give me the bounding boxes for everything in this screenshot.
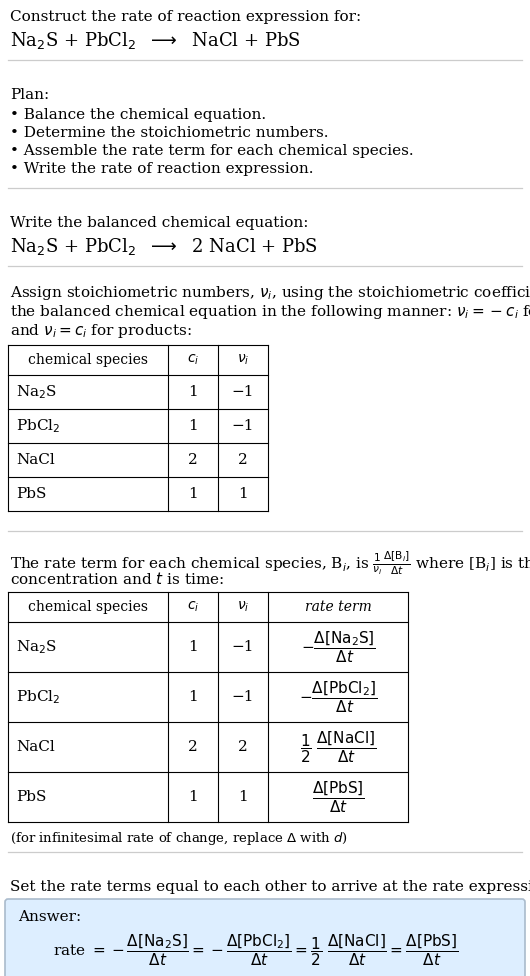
Text: 1: 1 bbox=[188, 640, 198, 654]
Text: rate term: rate term bbox=[305, 600, 372, 614]
Text: • Assemble the rate term for each chemical species.: • Assemble the rate term for each chemic… bbox=[10, 144, 413, 158]
Text: Na$_2$S: Na$_2$S bbox=[16, 638, 57, 656]
Text: 2: 2 bbox=[188, 740, 198, 754]
Text: Set the rate terms equal to each other to arrive at the rate expression:: Set the rate terms equal to each other t… bbox=[10, 880, 530, 894]
Text: $-\dfrac{\Delta[\mathrm{Na_2S}]}{\Delta t}$: $-\dfrac{\Delta[\mathrm{Na_2S}]}{\Delta … bbox=[301, 630, 375, 665]
Text: chemical species: chemical species bbox=[28, 353, 148, 367]
Text: −1: −1 bbox=[232, 640, 254, 654]
Text: 1: 1 bbox=[188, 419, 198, 433]
Text: Write the balanced chemical equation:: Write the balanced chemical equation: bbox=[10, 216, 308, 230]
Text: chemical species: chemical species bbox=[28, 600, 148, 614]
Text: • Determine the stoichiometric numbers.: • Determine the stoichiometric numbers. bbox=[10, 126, 329, 140]
Text: • Write the rate of reaction expression.: • Write the rate of reaction expression. bbox=[10, 162, 314, 176]
Text: Answer:: Answer: bbox=[18, 910, 81, 924]
Text: Na$_2$S + PbCl$_2$  $\longrightarrow$  2 NaCl + PbS: Na$_2$S + PbCl$_2$ $\longrightarrow$ 2 N… bbox=[10, 236, 318, 257]
Text: Plan:: Plan: bbox=[10, 88, 49, 102]
Text: PbCl$_2$: PbCl$_2$ bbox=[16, 417, 60, 435]
Text: (for infinitesimal rate of change, replace $\Delta$ with $d$): (for infinitesimal rate of change, repla… bbox=[10, 830, 348, 847]
Text: 1: 1 bbox=[188, 487, 198, 501]
Text: −1: −1 bbox=[232, 419, 254, 433]
Text: 2: 2 bbox=[238, 740, 248, 754]
Text: $\dfrac{1}{2}\ \dfrac{\Delta[\mathrm{NaCl}]}{\Delta t}$: $\dfrac{1}{2}\ \dfrac{\Delta[\mathrm{NaC… bbox=[300, 729, 376, 765]
Text: −1: −1 bbox=[232, 690, 254, 704]
Text: The rate term for each chemical species, B$_i$, is $\frac{1}{\nu_i}\frac{\Delta[: The rate term for each chemical species,… bbox=[10, 549, 530, 577]
Text: Na$_2$S: Na$_2$S bbox=[16, 384, 57, 401]
Text: 1: 1 bbox=[238, 790, 248, 804]
Text: 1: 1 bbox=[188, 790, 198, 804]
Text: 1: 1 bbox=[188, 385, 198, 399]
Text: 2: 2 bbox=[188, 453, 198, 467]
Text: $-\dfrac{\Delta[\mathrm{PbCl_2}]}{\Delta t}$: $-\dfrac{\Delta[\mathrm{PbCl_2}]}{\Delta… bbox=[299, 679, 377, 714]
Text: PbCl$_2$: PbCl$_2$ bbox=[16, 688, 60, 706]
Text: $\dfrac{\Delta[\mathrm{PbS}]}{\Delta t}$: $\dfrac{\Delta[\mathrm{PbS}]}{\Delta t}$ bbox=[312, 779, 365, 815]
Text: the balanced chemical equation in the following manner: $\nu_i = -c_i$ for react: the balanced chemical equation in the fo… bbox=[10, 303, 530, 321]
Text: PbS: PbS bbox=[16, 790, 47, 804]
Text: 2: 2 bbox=[238, 453, 248, 467]
Text: Construct the rate of reaction expression for:: Construct the rate of reaction expressio… bbox=[10, 10, 361, 24]
Text: and $\nu_i = c_i$ for products:: and $\nu_i = c_i$ for products: bbox=[10, 322, 192, 340]
FancyBboxPatch shape bbox=[5, 899, 525, 976]
Text: 1: 1 bbox=[238, 487, 248, 501]
Text: $\nu_i$: $\nu_i$ bbox=[237, 352, 249, 367]
Text: PbS: PbS bbox=[16, 487, 47, 501]
Text: −1: −1 bbox=[232, 385, 254, 399]
Text: $c_i$: $c_i$ bbox=[187, 600, 199, 614]
Text: rate $= -\dfrac{\Delta[\mathrm{Na_2S}]}{\Delta t} = -\dfrac{\Delta[\mathrm{PbCl_: rate $= -\dfrac{\Delta[\mathrm{Na_2S}]}{… bbox=[53, 932, 458, 968]
Text: $c_i$: $c_i$ bbox=[187, 352, 199, 367]
Text: NaCl: NaCl bbox=[16, 740, 55, 754]
Text: $\nu_i$: $\nu_i$ bbox=[237, 600, 249, 614]
Text: 1: 1 bbox=[188, 690, 198, 704]
Text: Na$_2$S + PbCl$_2$  $\longrightarrow$  NaCl + PbS: Na$_2$S + PbCl$_2$ $\longrightarrow$ NaC… bbox=[10, 30, 301, 51]
Text: concentration and $t$ is time:: concentration and $t$ is time: bbox=[10, 571, 224, 587]
Text: • Balance the chemical equation.: • Balance the chemical equation. bbox=[10, 108, 266, 122]
Text: Assign stoichiometric numbers, $\nu_i$, using the stoichiometric coefficients, $: Assign stoichiometric numbers, $\nu_i$, … bbox=[10, 284, 530, 302]
Text: NaCl: NaCl bbox=[16, 453, 55, 467]
